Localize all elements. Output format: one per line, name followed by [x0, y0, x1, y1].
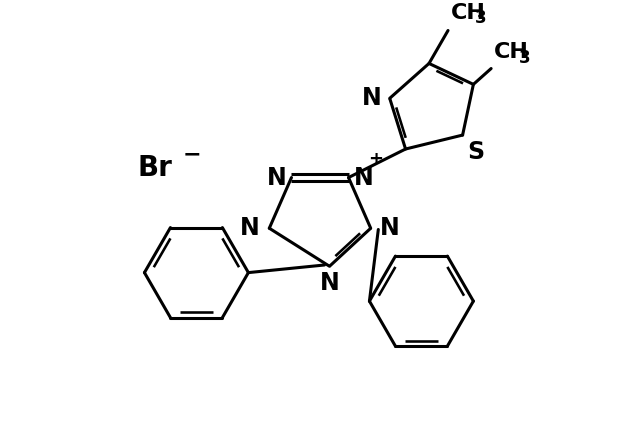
- Text: +: +: [367, 149, 383, 167]
- Text: N: N: [240, 216, 260, 240]
- Text: CH: CH: [494, 42, 529, 62]
- Text: N: N: [353, 166, 373, 190]
- Text: N: N: [380, 216, 400, 240]
- Text: 3: 3: [476, 9, 487, 27]
- Text: N: N: [267, 166, 287, 190]
- Text: CH: CH: [451, 3, 486, 23]
- Text: N: N: [362, 87, 382, 110]
- Text: Br: Br: [138, 154, 173, 182]
- Text: 3: 3: [518, 49, 530, 66]
- Text: −: −: [182, 144, 202, 164]
- Text: N: N: [319, 271, 339, 295]
- Text: S: S: [468, 140, 484, 164]
